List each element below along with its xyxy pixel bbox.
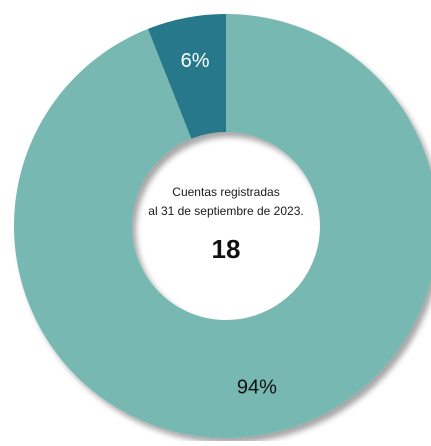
center-caption-line1: Cuentas registradas	[172, 185, 279, 199]
slice-label-1: 94%	[237, 376, 277, 398]
center-text: Cuentas registradas al 31 de septiembre …	[148, 185, 303, 264]
donut-slice-2	[147, 14, 226, 139]
center-value: 18	[212, 234, 241, 264]
donut-slice-1	[14, 14, 431, 438]
slice-labels: 94% 6%	[181, 50, 278, 398]
donut-slices	[14, 14, 431, 438]
center-caption-line2: al 31 de septiembre de 2023.	[148, 204, 303, 218]
slice-label-2: 6%	[181, 50, 210, 72]
